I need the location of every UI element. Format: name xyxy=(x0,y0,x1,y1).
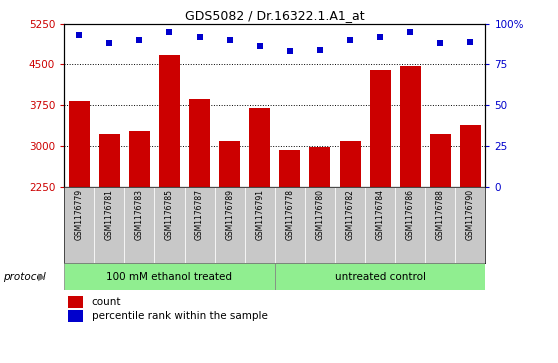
Text: GSM1176785: GSM1176785 xyxy=(165,189,174,240)
Bar xyxy=(189,99,210,309)
Bar xyxy=(129,131,150,309)
Bar xyxy=(69,310,83,322)
Bar xyxy=(219,140,240,309)
Title: GDS5082 / Dr.16322.1.A1_at: GDS5082 / Dr.16322.1.A1_at xyxy=(185,9,364,23)
Text: count: count xyxy=(92,297,121,307)
Text: GSM1176784: GSM1176784 xyxy=(376,189,384,240)
Point xyxy=(345,37,354,43)
Point xyxy=(225,37,234,43)
Point xyxy=(466,38,475,44)
Bar xyxy=(99,134,120,309)
Bar xyxy=(64,263,275,290)
Text: GSM1176778: GSM1176778 xyxy=(285,189,295,240)
Point xyxy=(195,34,204,40)
Text: percentile rank within the sample: percentile rank within the sample xyxy=(92,311,267,321)
Point xyxy=(406,29,415,34)
Text: protocol: protocol xyxy=(3,272,46,282)
Bar xyxy=(124,187,155,263)
Text: untreated control: untreated control xyxy=(335,272,426,282)
Bar xyxy=(425,187,455,263)
Text: GSM1176781: GSM1176781 xyxy=(105,189,114,240)
Point xyxy=(376,34,384,40)
Bar xyxy=(215,187,245,263)
Point xyxy=(135,37,144,43)
Text: GSM1176789: GSM1176789 xyxy=(225,189,234,240)
Point xyxy=(256,44,264,49)
Text: GSM1176782: GSM1176782 xyxy=(345,189,354,240)
Text: GSM1176790: GSM1176790 xyxy=(466,189,475,240)
Text: GSM1176783: GSM1176783 xyxy=(135,189,144,240)
Bar xyxy=(280,150,300,309)
Point xyxy=(105,40,114,46)
Bar xyxy=(275,187,305,263)
Text: ▶: ▶ xyxy=(38,272,45,282)
Bar xyxy=(185,187,215,263)
Bar xyxy=(64,187,94,263)
Bar xyxy=(155,187,185,263)
Bar xyxy=(275,263,485,290)
Bar xyxy=(335,187,365,263)
Bar xyxy=(94,187,124,263)
Text: GSM1176788: GSM1176788 xyxy=(436,189,445,240)
Point xyxy=(315,47,324,53)
Bar xyxy=(365,187,395,263)
Text: GSM1176779: GSM1176779 xyxy=(75,189,84,240)
Bar xyxy=(460,125,481,309)
Point xyxy=(285,49,294,54)
Text: GSM1176791: GSM1176791 xyxy=(255,189,264,240)
Bar xyxy=(369,70,391,309)
Text: GSM1176786: GSM1176786 xyxy=(406,189,415,240)
Bar xyxy=(69,101,90,309)
Text: 100 mM ethanol treated: 100 mM ethanol treated xyxy=(107,272,233,282)
Bar xyxy=(430,134,451,309)
Bar xyxy=(245,187,275,263)
Point xyxy=(75,32,84,38)
Bar xyxy=(310,147,330,309)
Text: GSM1176780: GSM1176780 xyxy=(315,189,324,240)
Point xyxy=(165,29,174,34)
Bar xyxy=(249,108,270,309)
Bar xyxy=(305,187,335,263)
Bar xyxy=(400,65,421,309)
Point xyxy=(436,40,445,46)
Bar xyxy=(455,187,485,263)
Bar xyxy=(159,54,180,309)
Bar xyxy=(395,187,425,263)
Bar xyxy=(69,297,83,308)
Text: GSM1176787: GSM1176787 xyxy=(195,189,204,240)
Bar xyxy=(339,140,360,309)
